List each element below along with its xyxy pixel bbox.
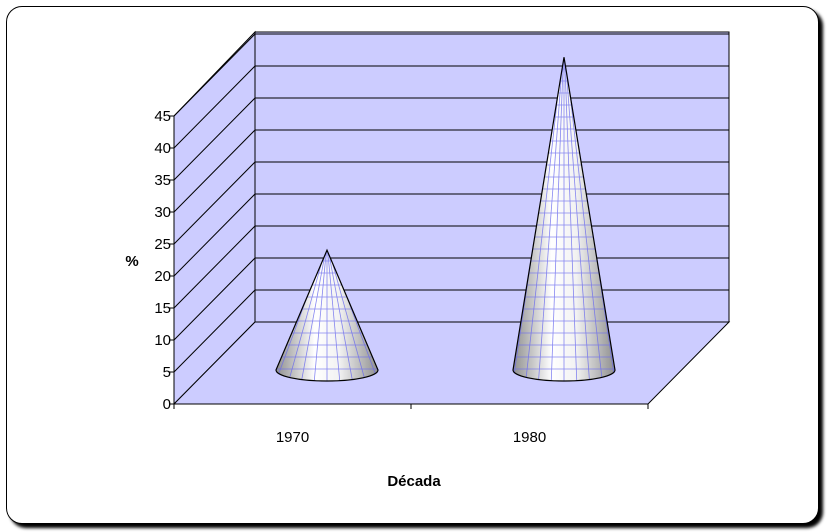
floor bbox=[172, 321, 731, 405]
gridline-side bbox=[173, 33, 256, 117]
y-tick-label: 35 bbox=[154, 172, 171, 189]
y-tick-label: 10 bbox=[154, 332, 171, 349]
y-tick-label: 40 bbox=[154, 140, 171, 157]
y-axis: 0 5 10 15 20 25 30 35 40 45 bbox=[154, 108, 175, 413]
y-tick-label: 45 bbox=[154, 108, 171, 125]
y-axis-title: % bbox=[125, 253, 138, 270]
x-tick-label: 1970 bbox=[276, 429, 309, 446]
cone-outline bbox=[275, 248, 379, 382]
y-tick-label: 25 bbox=[154, 236, 171, 253]
gridline-side bbox=[173, 161, 256, 245]
y-tick-label: 20 bbox=[154, 268, 171, 285]
gridline-side bbox=[173, 129, 256, 213]
gridline-side bbox=[173, 193, 256, 277]
x-axis-title: Década bbox=[387, 473, 441, 490]
y-tick-label: 30 bbox=[154, 204, 171, 221]
y-tick-label: 0 bbox=[163, 396, 171, 413]
gridline-side bbox=[173, 225, 256, 309]
x-tick-label: 1980 bbox=[513, 429, 546, 446]
gridline-side bbox=[173, 257, 256, 341]
y-tick-label: 15 bbox=[154, 300, 171, 317]
y-tick-label: 5 bbox=[163, 364, 171, 381]
gridlines bbox=[173, 33, 729, 373]
cone-outline bbox=[512, 57, 616, 382]
gridline-side bbox=[173, 65, 256, 149]
gridline-side bbox=[173, 289, 256, 373]
gridline-side bbox=[173, 97, 256, 181]
x-axis: 1970 1980 bbox=[173, 403, 649, 446]
